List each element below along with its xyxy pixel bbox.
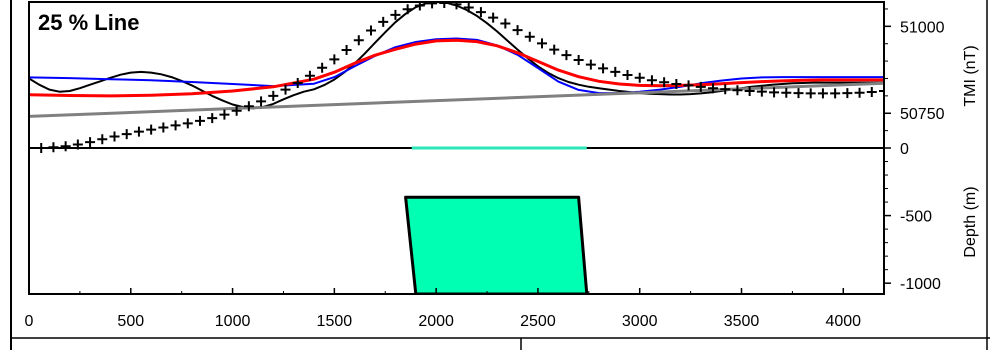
x-tick-label: 2500 [520,313,556,330]
observed-point [182,118,193,129]
observed-point [720,84,731,95]
observed-point [732,85,743,96]
observed-point [427,2,438,9]
observed-point [659,77,670,88]
observed-point [256,96,267,107]
series-line-1 [29,2,884,110]
observed-point [341,44,352,55]
depth-tick-label: -1000 [900,276,941,293]
observed-point [292,77,303,88]
observed-point [475,7,486,18]
x-tick-label: 500 [117,313,144,330]
observed-point [817,88,828,99]
x-tick-label: 0 [25,313,34,330]
observed-point [231,105,242,116]
observed-point [708,83,718,94]
observed-point [317,62,328,73]
observed-point [561,50,572,61]
observed-point [573,55,584,66]
x-tick-label: 3000 [622,313,658,330]
observed-point [488,12,499,23]
observed-point [830,88,841,99]
observed-point [463,2,474,13]
observed-point [854,87,865,98]
observed-point [268,90,279,101]
depth-zero-tick-label: 0 [900,141,909,158]
observed-point [769,87,780,98]
observed-point [879,85,884,96]
observed-point [744,85,755,96]
depth-tick-label: -500 [900,209,932,226]
observed-point [537,38,547,49]
observed-point [695,81,706,92]
tmi-tick-label: 50750 [900,106,945,123]
observed-point [756,86,767,97]
observed-point [121,129,132,140]
observed-point [353,35,364,46]
plot-frame [28,1,885,295]
series-line-2 [29,37,884,95]
x-tick-label: 4000 [825,313,861,330]
observed-point [512,25,523,36]
observed-point [219,109,230,120]
observed-point [622,70,633,80]
tmi-axis-label: TMI (nT) [962,45,979,106]
x-tick-label: 1000 [215,313,251,330]
chart-title: 25 % Line [38,10,139,35]
observed-point [781,87,792,98]
observed-point [805,88,816,99]
observed-point [549,44,560,55]
observed-point [133,126,144,137]
observed-point [610,66,621,77]
observed-point [195,115,205,126]
observed-point [158,122,169,133]
observed-point [439,2,450,9]
tmi-tick-label: 51000 [900,19,945,36]
observed-point [60,141,71,152]
observed-point [451,2,462,10]
series-line-3 [29,38,884,98]
observed-point [842,88,853,99]
observed-point [366,25,376,36]
observed-point [793,88,804,99]
observed-point [500,18,511,29]
observed-point [85,137,96,148]
observed-point [280,84,291,95]
observed-point [683,80,694,91]
x-tick-label: 3500 [724,313,760,330]
observed-point [207,113,218,124]
observed-point [390,9,401,20]
x-tick-label: 2000 [418,313,454,330]
x-tick-label: 1500 [317,313,353,330]
observed-point [146,124,157,135]
depth-axis-label: Depth (m) [962,186,979,257]
observed-point [646,75,657,86]
observed-point [304,70,315,81]
observed-point [97,134,108,145]
observed-point [378,16,389,27]
observed-point [170,120,181,131]
observed-point [634,72,645,83]
observed-point [402,4,413,15]
observed-point [109,131,120,142]
observed-point [671,79,682,90]
observed-point [585,59,596,70]
observed-point [524,31,535,42]
observed-point [598,63,609,74]
source-body [404,195,589,294]
observed-point [329,54,340,65]
observed-point [243,101,254,112]
series-line-4 [29,81,884,118]
observed-point [866,87,877,98]
